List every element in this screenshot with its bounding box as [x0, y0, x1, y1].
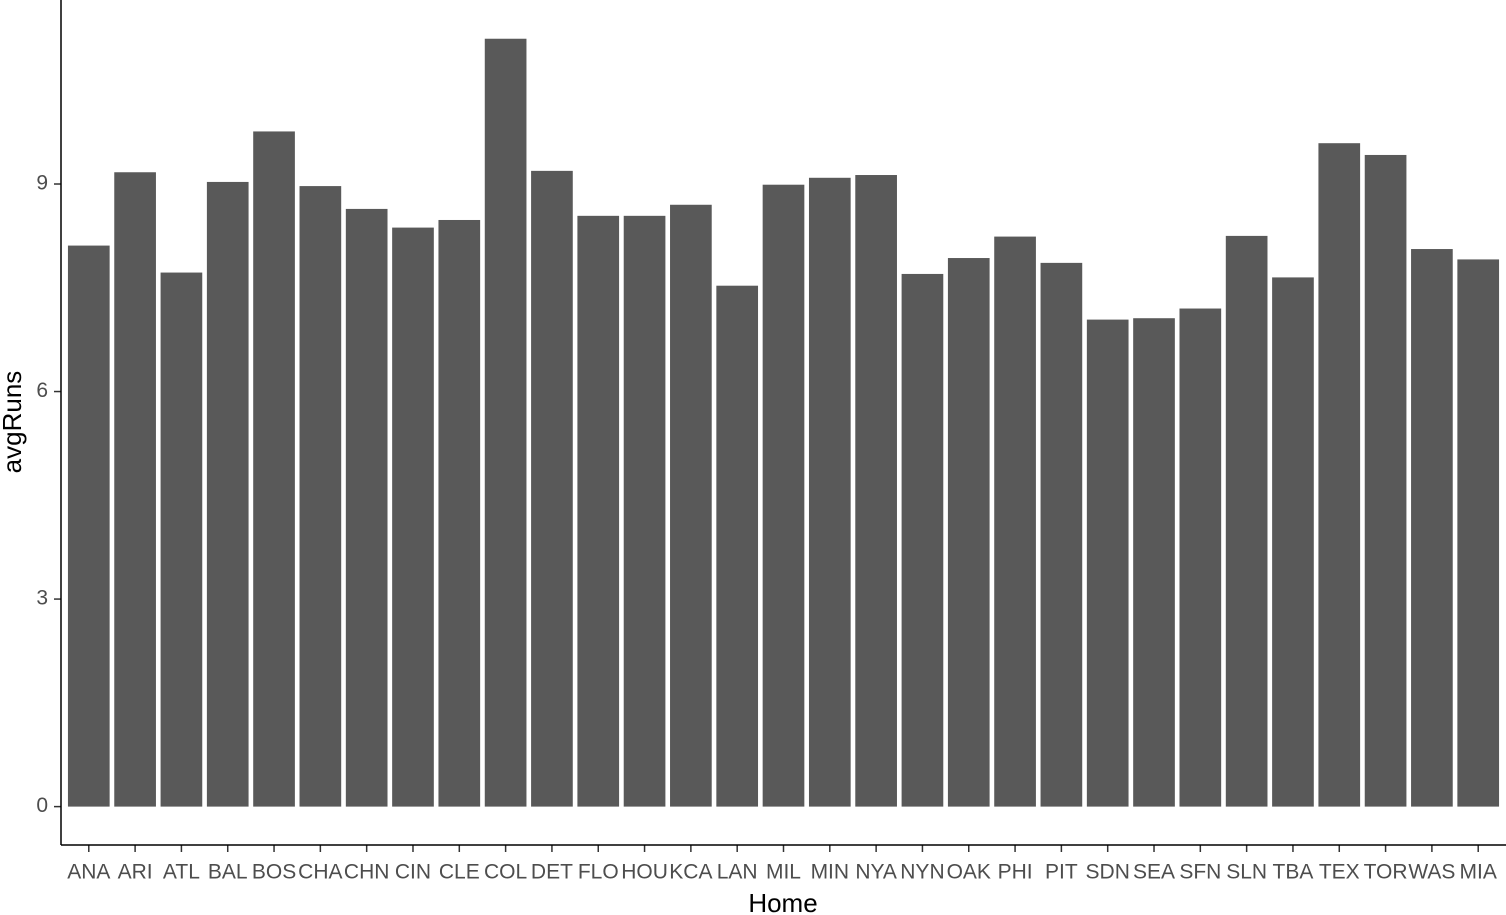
bar — [1086, 319, 1129, 807]
y-tick-label: 6 — [36, 379, 48, 402]
bar — [623, 215, 666, 807]
bar — [206, 181, 249, 807]
bar — [253, 131, 295, 807]
x-tick-label: CIN — [395, 861, 431, 884]
bar — [67, 245, 110, 807]
bar — [1040, 262, 1083, 807]
bar — [762, 184, 805, 807]
x-tick-label: SEA — [1133, 861, 1175, 884]
y-tick-label: 9 — [36, 172, 48, 195]
x-tick-label: PHI — [998, 861, 1033, 884]
bar — [392, 227, 434, 807]
x-tick-label: SLN — [1226, 861, 1267, 884]
x-tick-label: NYA — [855, 861, 897, 884]
x-tick-label: MIL — [766, 861, 801, 884]
x-tick-label: OAK — [947, 861, 991, 884]
x-axis-title: Home — [748, 888, 817, 915]
bar — [345, 208, 388, 807]
x-tick-label: HOU — [621, 861, 668, 884]
bar — [1457, 259, 1500, 807]
x-tick-label: DET — [531, 861, 573, 884]
x-tick-label: TBA — [1273, 861, 1314, 884]
x-tick-label: BAL — [208, 861, 248, 884]
bar — [1133, 318, 1175, 807]
y-tick-label: 3 — [36, 587, 48, 610]
bar — [299, 186, 342, 807]
bar — [531, 170, 573, 807]
x-tick-label: ATL — [163, 861, 200, 884]
bar — [438, 219, 481, 807]
bar — [808, 177, 851, 807]
x-tick-label: MIA — [1460, 861, 1497, 884]
x-tick-label: SDN — [1086, 861, 1130, 884]
bar — [947, 258, 990, 807]
x-tick-label: FLO — [578, 861, 619, 884]
x-tick-label: SFN — [1179, 861, 1221, 884]
bar — [1272, 277, 1314, 807]
x-tick-label: CHN — [344, 861, 390, 884]
x-tick-label: TEX — [1319, 861, 1360, 884]
bar — [484, 38, 527, 807]
x-tick-label: ARI — [118, 861, 153, 884]
x-tick-label: ANA — [67, 861, 110, 884]
x-tick-label: LAN — [717, 861, 758, 884]
x-tick-label: COL — [484, 861, 527, 884]
x-tick-label: NYN — [900, 861, 944, 884]
bar — [716, 285, 759, 807]
bar — [670, 204, 712, 807]
x-tick-label: PIT — [1045, 861, 1078, 884]
x-tick-label: WAS — [1408, 861, 1455, 884]
x-tick-label: CLE — [439, 861, 480, 884]
bar — [994, 236, 1036, 807]
bar — [1179, 308, 1222, 807]
x-tick-label: BOS — [252, 861, 296, 884]
bar — [114, 172, 156, 807]
x-tick-label: CHA — [298, 861, 342, 884]
bar — [1411, 249, 1453, 807]
x-tick-label: TOR — [1364, 861, 1408, 884]
bar — [855, 175, 897, 807]
x-tick-label: KCA — [669, 861, 712, 884]
bar — [577, 215, 620, 807]
y-axis-title: avgRuns — [0, 371, 27, 474]
bar — [901, 273, 944, 807]
x-tick-label: MIN — [811, 861, 850, 884]
bar — [1318, 143, 1361, 807]
bar — [160, 272, 203, 807]
bar — [1225, 235, 1268, 807]
y-tick-label: 0 — [36, 794, 48, 817]
bar — [1364, 154, 1407, 807]
